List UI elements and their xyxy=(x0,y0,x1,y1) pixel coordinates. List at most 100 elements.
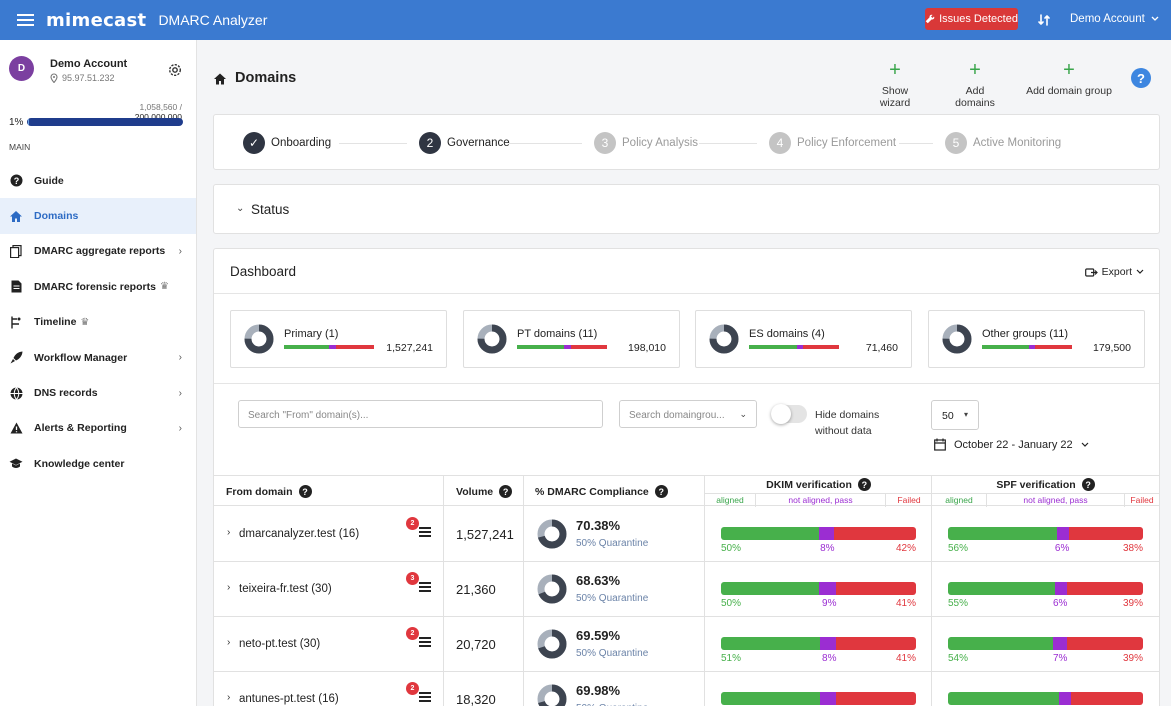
step-policy-enforcement[interactable]: 4 Policy Enforcement xyxy=(769,132,896,154)
chevron-right-icon[interactable]: › xyxy=(227,527,231,538)
add-domain-group-button[interactable]: + Add domain group xyxy=(1026,60,1112,97)
spf-verification-bar[interactable] xyxy=(948,582,1143,595)
table-row[interactable]: › dmarcanalyzer.test (16) 2 1,527,241 70.38%… xyxy=(214,507,1159,562)
sidebar-item-knowledge-center[interactable]: Knowledge center xyxy=(0,446,196,481)
col-volume-label: Volume xyxy=(456,485,494,498)
col-volume[interactable]: Volume? xyxy=(456,476,513,507)
row-menu-icon[interactable] xyxy=(419,527,431,537)
avatar[interactable]: D xyxy=(9,56,34,81)
export-button[interactable]: Export xyxy=(1084,266,1144,278)
sidebar-item-guide[interactable]: ? Guide xyxy=(0,163,196,198)
plus-icon: + xyxy=(889,59,901,81)
help-icon[interactable]: ? xyxy=(654,485,668,498)
hide-empty-domains-label: Hide domains without data xyxy=(815,407,895,439)
sync-icon[interactable] xyxy=(1036,12,1052,28)
show-wizard-button[interactable]: + Show wizard xyxy=(866,60,924,109)
dkim-subheader: aligned not aligned, pass Failed xyxy=(705,493,932,507)
issue-count-badge[interactable]: 3 xyxy=(406,572,419,585)
help-icon[interactable]: ? xyxy=(298,485,312,498)
help-icon[interactable]: ? xyxy=(1081,478,1095,491)
sidebar-item-domains[interactable]: Domains xyxy=(0,198,196,234)
sidebar-nav: ? Guide Domains DMARC aggregate reports › DMA… xyxy=(0,163,196,482)
col-spf[interactable]: SPF verification? xyxy=(932,476,1159,493)
chevron-right-icon[interactable]: › xyxy=(227,582,231,593)
donut-fill xyxy=(477,324,507,354)
domain-group-select[interactable]: Search domaingrou... ⌄ xyxy=(619,400,757,428)
help-icon[interactable]: ? xyxy=(499,485,513,498)
add-domains-button[interactable]: + Add domains xyxy=(945,60,1005,109)
step-connector xyxy=(509,143,582,144)
domain-group-card[interactable]: PT domains (11) 198,010 xyxy=(463,310,680,368)
domain-name[interactable]: dmarcanalyzer.test (16) xyxy=(239,528,360,540)
usage-used: 1,058,560 xyxy=(139,102,178,112)
domain-name[interactable]: antunes-pt.test (16) xyxy=(239,693,339,705)
sidebar-item-timeline[interactable]: Timeline ♛ xyxy=(0,305,196,340)
domain-name[interactable]: teixeira-fr.test (30) xyxy=(239,583,332,595)
step-number: 3 xyxy=(594,132,616,154)
step-active-monitoring[interactable]: 5 Active Monitoring xyxy=(945,132,1061,154)
issue-count-badge[interactable]: 2 xyxy=(406,627,419,640)
help-icon[interactable]: ? xyxy=(857,478,871,491)
row-menu-icon[interactable] xyxy=(419,637,431,647)
logo[interactable]: mimecast xyxy=(46,9,147,31)
sidebar-item-workflow-manager[interactable]: Workflow Manager › xyxy=(0,340,196,375)
policy-label: 50% Quarantine xyxy=(576,648,649,659)
issues-detected-button[interactable]: Issues Detected xyxy=(925,8,1018,30)
step-connector xyxy=(899,143,933,144)
sidebar-item-label: Workflow Manager xyxy=(34,351,128,364)
menu-icon[interactable] xyxy=(17,14,34,26)
rows-per-page-select[interactable]: 50 ▾ xyxy=(931,400,979,430)
domain-group-card[interactable]: Primary (1) 1,527,241 xyxy=(230,310,447,368)
row-menu-icon[interactable] xyxy=(419,692,431,702)
step-governance[interactable]: 2 Governance xyxy=(419,132,510,154)
sidebar-item-dmarc-aggregate-reports[interactable]: DMARC aggregate reports › xyxy=(0,234,196,269)
domain-group-card[interactable]: Other groups (11) 179,500 xyxy=(928,310,1145,368)
bar-failed xyxy=(1066,637,1143,650)
row-menu-icon[interactable] xyxy=(419,582,431,592)
spf-verification-bar[interactable] xyxy=(948,692,1143,705)
spf-verification-bar[interactable] xyxy=(948,637,1143,650)
dkim-verification-bar[interactable] xyxy=(721,692,916,705)
issue-count-badge[interactable]: 2 xyxy=(406,682,419,695)
spf-verification-bar[interactable] xyxy=(948,527,1143,540)
dkim-verification-bar[interactable] xyxy=(721,637,916,650)
hide-empty-domains-toggle[interactable] xyxy=(771,404,807,424)
chevron-down-icon xyxy=(1151,16,1159,21)
policy-label: 50% Quarantine xyxy=(576,703,648,706)
bar-aligned xyxy=(284,345,329,349)
bar-not-aligned-pass xyxy=(818,582,837,595)
policy-label: 50% Quarantine xyxy=(576,593,649,604)
col-dkim[interactable]: DKIM verification? xyxy=(705,476,932,493)
group-name: ES domains (4) xyxy=(749,328,825,340)
sidebar-item-alerts-reporting[interactable]: Alerts & Reporting › xyxy=(0,411,196,446)
chevron-right-icon[interactable]: › xyxy=(227,637,231,648)
col-compliance[interactable]: % DMARC Compliance? xyxy=(535,476,668,507)
from-domain-search-input[interactable]: Search "From" domain(s)... xyxy=(238,400,603,428)
domain-name[interactable]: neto-pt.test (30) xyxy=(239,638,321,650)
toggle-knob xyxy=(771,404,791,424)
sidebar-item-label: DNS records xyxy=(34,387,98,400)
donut-fill xyxy=(244,324,274,354)
table-row[interactable]: › teixeira-fr.test (30) 3 21,360 68.63% 50% Q… xyxy=(214,562,1159,617)
sidebar-item-dmarc-forensic-reports[interactable]: DMARC forensic reports ♛ xyxy=(0,269,196,304)
domain-group-card[interactable]: ES domains (4) 71,460 xyxy=(695,310,912,368)
status-panel[interactable]: ⌄ Status xyxy=(213,184,1160,234)
help-icon[interactable]: ? xyxy=(1131,68,1151,88)
table-row[interactable]: › antunes-pt.test (16) 2 18,320 69.98% 50% Qu… xyxy=(214,672,1159,706)
step-label: Governance xyxy=(447,137,510,149)
bar-aligned xyxy=(721,692,821,705)
issue-count-badge[interactable]: 2 xyxy=(406,517,419,530)
dkim-verification-bar[interactable] xyxy=(721,582,916,595)
dkim-verification-bar[interactable] xyxy=(721,527,916,540)
date-range-picker[interactable]: October 22 - January 22 xyxy=(934,438,1089,451)
chevron-right-icon[interactable]: › xyxy=(227,692,231,703)
compliance-percent: 69.59% xyxy=(576,628,621,643)
step-policy-analysis[interactable]: 3 Policy Analysis xyxy=(594,132,698,154)
step-onboarding[interactable]: ✓ Onboarding xyxy=(243,132,331,154)
col-from-domain[interactable]: From domain? xyxy=(226,476,312,507)
chevron-right-icon: › xyxy=(178,352,182,364)
sidebar-item-dns-records[interactable]: DNS records › xyxy=(0,375,196,410)
account-menu[interactable]: Demo Account xyxy=(1070,13,1159,25)
gear-icon[interactable] xyxy=(167,62,183,78)
table-row[interactable]: › neto-pt.test (30) 2 20,720 69.59% 50% Quara… xyxy=(214,617,1159,672)
